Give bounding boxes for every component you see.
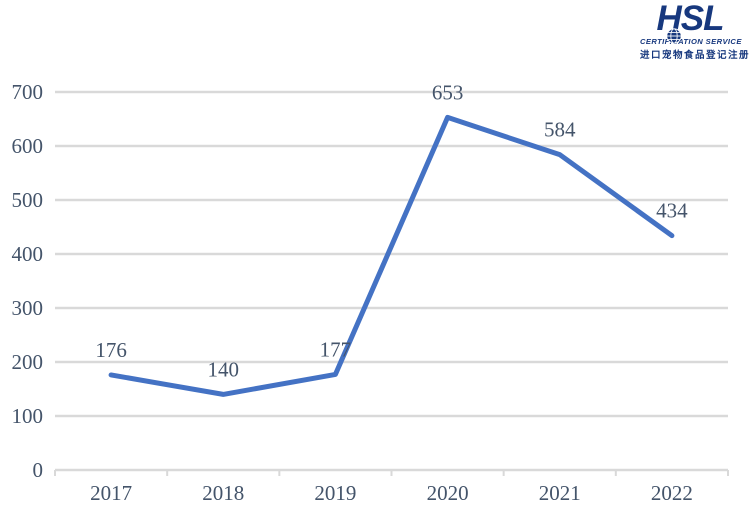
globe-icon bbox=[666, 28, 682, 44]
data-point-label: 140 bbox=[208, 357, 240, 381]
y-axis-tick-label: 200 bbox=[12, 350, 44, 374]
y-axis-tick-label: 0 bbox=[33, 458, 44, 482]
x-axis-tick-label: 2019 bbox=[314, 481, 356, 505]
x-axis-tick-label: 2022 bbox=[651, 481, 693, 505]
y-axis-tick-label: 400 bbox=[12, 242, 44, 266]
data-series-line bbox=[108, 114, 675, 397]
data-point-label: 584 bbox=[544, 118, 576, 142]
hsl-logo: HSL CERTIFICATION SERVICE 进口宠物食品登记注册 bbox=[640, 0, 750, 62]
data-point-label: 434 bbox=[656, 199, 688, 223]
x-axis-tick-label: 2017 bbox=[90, 481, 132, 505]
y-axis-tick-label: 300 bbox=[12, 296, 44, 320]
y-axis-tick-label: 100 bbox=[12, 404, 44, 428]
data-point-label: 653 bbox=[432, 80, 464, 104]
logo-brand-text: HSL bbox=[656, 0, 725, 38]
data-point-label: 177 bbox=[320, 337, 352, 361]
logo-tagline: 进口宠物食品登记注册 bbox=[640, 50, 750, 62]
x-axis-tick-label: 2018 bbox=[202, 481, 244, 505]
data-point-label: 176 bbox=[95, 338, 127, 362]
y-axis-tick-label: 500 bbox=[12, 188, 44, 212]
y-axis-tick-label: 600 bbox=[12, 134, 44, 158]
x-axis-tick-label: 2021 bbox=[539, 481, 581, 505]
logo-subtitle: CERTIFICATION SERVICE bbox=[640, 37, 742, 47]
y-axis-tick-label: 700 bbox=[12, 80, 44, 104]
x-axis-tick-label: 2020 bbox=[427, 481, 469, 505]
